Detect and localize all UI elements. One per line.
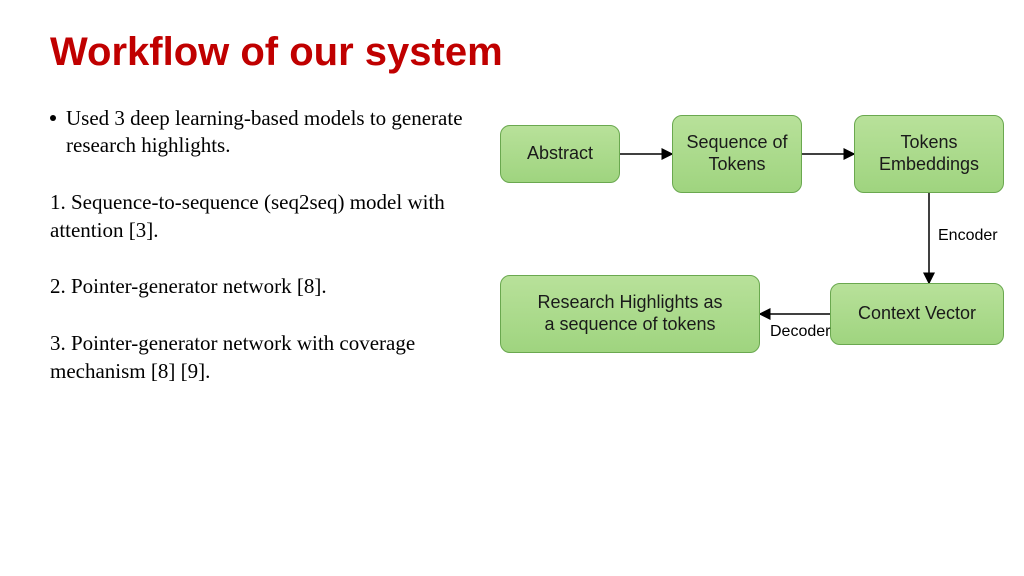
flowchart-diagram: Abstract Sequence ofTokens TokensEmbedding… (500, 115, 1010, 375)
slide: Workflow of our system Used 3 deep learn… (0, 0, 1024, 576)
list-item: 3. Pointer-generator network with covera… (50, 329, 480, 386)
bullet-dot-icon (50, 115, 56, 121)
diagram-column: Abstract Sequence ofTokens TokensEmbedding… (500, 105, 1010, 413)
flowchart-node-tokemb: TokensEmbeddings (854, 115, 1004, 193)
bullet-item: Used 3 deep learning-based models to gen… (50, 105, 480, 160)
list-item: 2. Pointer-generator network [8]. (50, 272, 480, 300)
flowchart-edge-label: Decoder (770, 323, 830, 341)
content-wrap: Used 3 deep learning-based models to gen… (50, 105, 974, 413)
text-column: Used 3 deep learning-based models to gen… (50, 105, 480, 413)
flowchart-node-reshigh: Research Highlights asa sequence of toke… (500, 275, 760, 353)
bullet-text: Used 3 deep learning-based models to gen… (66, 105, 480, 160)
flowchart-node-seqtok: Sequence ofTokens (672, 115, 802, 193)
slide-title: Workflow of our system (50, 30, 974, 75)
flowchart-edge-label: Encoder (938, 227, 998, 245)
flowchart-node-ctxvec: Context Vector (830, 283, 1004, 345)
list-item: 1. Sequence-to-sequence (seq2seq) model … (50, 188, 480, 245)
flowchart-node-abstract: Abstract (500, 125, 620, 183)
